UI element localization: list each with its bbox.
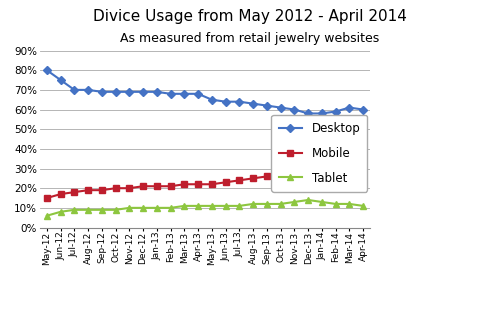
Desktop	[195, 92, 201, 96]
Desktop	[72, 88, 78, 92]
Desktop	[222, 100, 228, 104]
Mobile	[44, 196, 50, 200]
Tablet	[319, 200, 325, 204]
Mobile	[85, 188, 91, 192]
Text: Divice Usage from May 2012 - April 2014: Divice Usage from May 2012 - April 2014	[93, 9, 407, 24]
Tablet	[154, 206, 160, 210]
Mobile	[250, 176, 256, 180]
Desktop	[112, 90, 118, 94]
Tablet	[72, 208, 78, 212]
Tablet	[305, 198, 311, 202]
Line: Tablet: Tablet	[44, 197, 366, 218]
Tablet	[264, 202, 270, 206]
Desktop	[264, 104, 270, 107]
Desktop	[126, 90, 132, 94]
Desktop	[99, 90, 105, 94]
Mobile	[278, 173, 283, 176]
Tablet	[168, 206, 173, 210]
Desktop	[140, 90, 146, 94]
Tablet	[58, 210, 64, 214]
Desktop	[278, 106, 283, 109]
Mobile	[154, 184, 160, 188]
Tablet	[44, 214, 50, 218]
Desktop	[305, 112, 311, 115]
Tablet	[250, 202, 256, 206]
Tablet	[195, 204, 201, 208]
Mobile	[332, 169, 338, 173]
Mobile	[126, 186, 132, 190]
Tablet	[209, 204, 215, 208]
Line: Mobile: Mobile	[44, 168, 366, 201]
Tablet	[126, 206, 132, 210]
Mobile	[72, 190, 78, 194]
Text: As measured from retail jewelry websites: As measured from retail jewelry websites	[120, 32, 380, 45]
Desktop	[292, 108, 298, 112]
Mobile	[58, 192, 64, 196]
Mobile	[346, 169, 352, 173]
Mobile	[168, 184, 173, 188]
Mobile	[305, 169, 311, 173]
Legend: Desktop, Mobile, Tablet: Desktop, Mobile, Tablet	[272, 115, 368, 191]
Tablet	[292, 200, 298, 204]
Desktop	[360, 108, 366, 112]
Desktop	[319, 112, 325, 115]
Tablet	[346, 202, 352, 206]
Tablet	[112, 208, 118, 212]
Tablet	[85, 208, 91, 212]
Tablet	[222, 204, 228, 208]
Mobile	[292, 171, 298, 174]
Mobile	[360, 169, 366, 173]
Tablet	[182, 204, 188, 208]
Desktop	[154, 90, 160, 94]
Desktop	[236, 100, 242, 104]
Desktop	[346, 106, 352, 109]
Desktop	[209, 98, 215, 102]
Tablet	[236, 204, 242, 208]
Mobile	[195, 182, 201, 186]
Tablet	[332, 202, 338, 206]
Tablet	[99, 208, 105, 212]
Mobile	[264, 174, 270, 178]
Desktop	[250, 102, 256, 106]
Tablet	[360, 204, 366, 208]
Tablet	[140, 206, 146, 210]
Mobile	[209, 182, 215, 186]
Desktop	[44, 68, 50, 72]
Tablet	[278, 202, 283, 206]
Mobile	[222, 180, 228, 184]
Desktop	[168, 92, 173, 96]
Desktop	[58, 78, 64, 82]
Mobile	[182, 182, 188, 186]
Line: Desktop: Desktop	[44, 67, 366, 116]
Desktop	[85, 88, 91, 92]
Mobile	[112, 186, 118, 190]
Mobile	[236, 179, 242, 182]
Mobile	[319, 169, 325, 173]
Desktop	[182, 92, 188, 96]
Desktop	[332, 110, 338, 113]
Mobile	[140, 184, 146, 188]
Mobile	[99, 188, 105, 192]
